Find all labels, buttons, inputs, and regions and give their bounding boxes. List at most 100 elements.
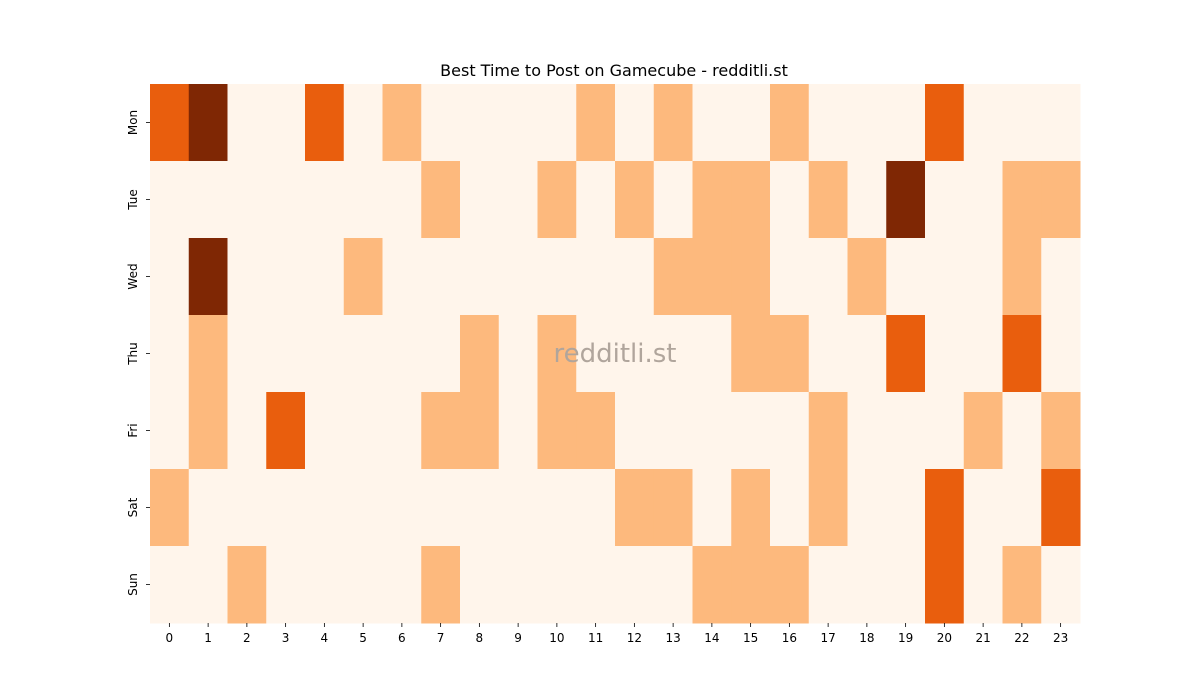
heatmap-cell-sat-9: [498, 469, 538, 547]
x-tick-label: 2: [243, 631, 251, 645]
heatmap-cell-sat-0: [150, 469, 190, 547]
heatmap-cell-mon-4: [305, 84, 345, 162]
x-tick-label: 11: [588, 631, 603, 645]
heatmap-cell-thu-2: [227, 315, 267, 393]
heatmap-cell-mon-23: [1041, 84, 1081, 162]
heatmap-cell-sun-20: [925, 546, 965, 624]
x-axis: 0 1 2 3 4 5 6 7 8 9 10 11 12 13 14 15 16 17 18 19 20 21 22 23: [166, 623, 1068, 645]
heatmap-cell-fri-8: [460, 392, 500, 470]
heatmap-cell-wed-21: [963, 238, 1003, 316]
heatmap-cell-sat-21: [963, 469, 1003, 547]
heatmap-cell-sun-17: [808, 546, 848, 624]
y-tick-label: Mon: [126, 110, 140, 135]
heatmap-cell-sun-12: [615, 546, 655, 624]
x-tick-label: 9: [514, 631, 522, 645]
heatmap-cell-sat-6: [382, 469, 422, 547]
heatmap-cell-sun-10: [537, 546, 577, 624]
heatmap-cell-wed-16: [770, 238, 810, 316]
heatmap-cell-thu-19: [886, 315, 926, 393]
heatmap-cell-tue-2: [227, 161, 267, 239]
x-tick-label: 23: [1053, 631, 1068, 645]
heatmap-cell-sat-7: [421, 469, 461, 547]
heatmap-cell-thu-6: [382, 315, 422, 393]
watermark: redditli.st: [554, 339, 677, 369]
heatmap-cell-sun-19: [886, 546, 926, 624]
heatmap-cell-mon-22: [1002, 84, 1042, 162]
heatmap-cell-wed-13: [653, 238, 693, 316]
heatmap-cell-sat-13: [653, 469, 693, 547]
x-tick-label: 0: [166, 631, 174, 645]
heatmap-cell-thu-15: [731, 315, 771, 393]
x-tick-label: 3: [282, 631, 290, 645]
heatmap-cell-fri-12: [615, 392, 655, 470]
heatmap-cell-thu-4: [305, 315, 345, 393]
heatmap-cell-fri-17: [808, 392, 848, 470]
heatmap-cell-tue-6: [382, 161, 422, 239]
heatmap-cell-mon-11: [576, 84, 616, 162]
heatmap-cell-mon-12: [615, 84, 655, 162]
heatmap-cell-sat-8: [460, 469, 500, 547]
heatmap-cell-sun-7: [421, 546, 461, 624]
y-axis: Mon Tue Wed Thu Fri Sat Sun: [126, 110, 150, 596]
heatmap-cell-sun-3: [266, 546, 306, 624]
heatmap-cell-fri-15: [731, 392, 771, 470]
x-tick-label: 18: [859, 631, 874, 645]
heatmap-cell-wed-22: [1002, 238, 1042, 316]
heatmap-cell-wed-17: [808, 238, 848, 316]
heatmap-cell-tue-15: [731, 161, 771, 239]
x-tick-label: 1: [204, 631, 212, 645]
heatmap-cell-thu-12: [615, 315, 655, 393]
heatmap-cell-wed-11: [576, 238, 616, 316]
x-tick-label: 21: [975, 631, 990, 645]
heatmap-cell-wed-12: [615, 238, 655, 316]
x-tick-label: 12: [627, 631, 642, 645]
heatmap-cell-wed-10: [537, 238, 577, 316]
heatmap-cell-tue-3: [266, 161, 306, 239]
x-tick-label: 6: [398, 631, 406, 645]
heatmap-cell-tue-8: [460, 161, 500, 239]
heatmap-cell-wed-18: [847, 238, 887, 316]
heatmap-cell-wed-6: [382, 238, 422, 316]
heatmap-cell-wed-3: [266, 238, 306, 316]
heatmap-cell-sat-19: [886, 469, 926, 547]
heatmap-cell-sun-11: [576, 546, 616, 624]
heatmap-cell-sun-6: [382, 546, 422, 624]
heatmap-cell-mon-7: [421, 84, 461, 162]
heatmap-cell-fri-7: [421, 392, 461, 470]
heatmap-cells: [150, 84, 1081, 624]
x-tick-label: 5: [359, 631, 367, 645]
x-tick-label: 14: [704, 631, 719, 645]
heatmap-cell-thu-20: [925, 315, 965, 393]
heatmap-cell-mon-6: [382, 84, 422, 162]
heatmap-cell-sat-5: [343, 469, 383, 547]
heatmap-cell-thu-11: [576, 315, 616, 393]
heatmap-cell-tue-16: [770, 161, 810, 239]
heatmap-cell-wed-1: [188, 238, 228, 316]
heatmap-cell-sat-15: [731, 469, 771, 547]
heatmap-cell-mon-8: [460, 84, 500, 162]
heatmap-cell-fri-19: [886, 392, 926, 470]
heatmap-cell-thu-8: [460, 315, 500, 393]
heatmap-cell-mon-0: [150, 84, 190, 162]
heatmap-cell-thu-21: [963, 315, 1003, 393]
heatmap-cell-mon-2: [227, 84, 267, 162]
heatmap-cell-fri-14: [692, 392, 732, 470]
heatmap-cell-tue-18: [847, 161, 887, 239]
heatmap-cell-thu-22: [1002, 315, 1042, 393]
heatmap-cell-tue-20: [925, 161, 965, 239]
heatmap-cell-sun-4: [305, 546, 345, 624]
heatmap-cell-mon-14: [692, 84, 732, 162]
x-tick-label: 17: [820, 631, 835, 645]
heatmap-cell-sat-2: [227, 469, 267, 547]
heatmap-cell-sat-3: [266, 469, 306, 547]
heatmap-cell-mon-21: [963, 84, 1003, 162]
heatmap-cell-thu-3: [266, 315, 306, 393]
heatmap-cell-fri-21: [963, 392, 1003, 470]
chart-title: Best Time to Post on Gamecube - redditli…: [440, 61, 788, 80]
heatmap-cell-fri-22: [1002, 392, 1042, 470]
y-tick-label: Tue: [126, 189, 140, 211]
heatmap-cell-wed-23: [1041, 238, 1081, 316]
heatmap-cell-sun-2: [227, 546, 267, 624]
y-tick-label: Thu: [126, 342, 140, 366]
heatmap-cell-tue-10: [537, 161, 577, 239]
